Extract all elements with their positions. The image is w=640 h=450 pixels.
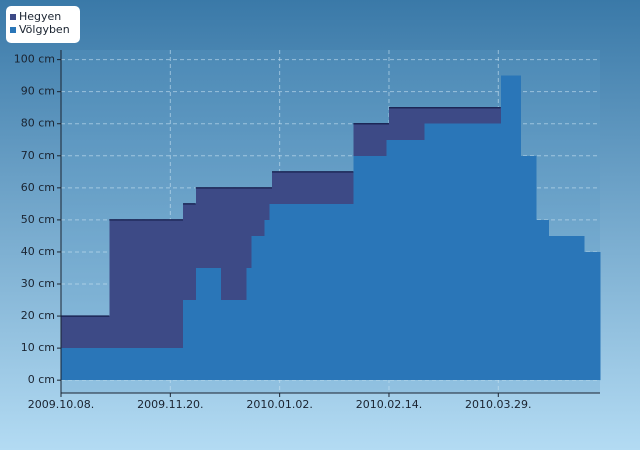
step-area-segment <box>269 203 354 381</box>
y-tick-label: 70 cm <box>21 149 55 162</box>
y-tick-label: 0 cm <box>28 373 55 386</box>
step-area-segment <box>424 123 501 381</box>
step-area-segment <box>251 235 265 381</box>
y-tick-label: 10 cm <box>21 341 55 354</box>
y-tick-label: 40 cm <box>21 245 55 258</box>
y-tick-label: 30 cm <box>21 277 55 290</box>
step-area-segment <box>536 219 550 381</box>
x-tick-label: 2010.02.14. <box>356 398 422 411</box>
legend-label: Hegyen <box>19 10 61 23</box>
step-area-segment <box>246 267 252 381</box>
x-tick-label: 2009.11.20. <box>137 398 203 411</box>
step-area-segment <box>183 300 196 381</box>
y-tick-label: 60 cm <box>21 181 55 194</box>
y-tick-label: 20 cm <box>21 309 55 322</box>
y-tick-label: 50 cm <box>21 213 55 226</box>
x-tick-label: 2009.10.08. <box>28 398 94 411</box>
x-tick-label: 2010.03.29. <box>465 398 531 411</box>
y-tick-label: 90 cm <box>21 85 55 98</box>
step-area-segment <box>386 139 425 381</box>
y-tick-label: 100 cm <box>14 53 55 66</box>
step-area-segment <box>221 300 247 381</box>
x-tick-label: 2010.01.02. <box>246 398 312 411</box>
step-area-segment <box>549 235 585 381</box>
legend-swatch <box>10 27 16 33</box>
legend-label: Völgyben <box>19 23 70 36</box>
step-area-segment <box>264 219 270 381</box>
step-area-segment <box>521 155 537 381</box>
legend-box <box>6 6 80 43</box>
step-area-segment <box>500 75 522 381</box>
legend-swatch <box>10 14 16 20</box>
step-area-segment <box>195 267 222 381</box>
y-tick-label: 80 cm <box>21 117 55 130</box>
step-area-segment <box>61 348 184 381</box>
step-area-segment <box>353 155 387 381</box>
step-area-segment <box>584 251 600 381</box>
